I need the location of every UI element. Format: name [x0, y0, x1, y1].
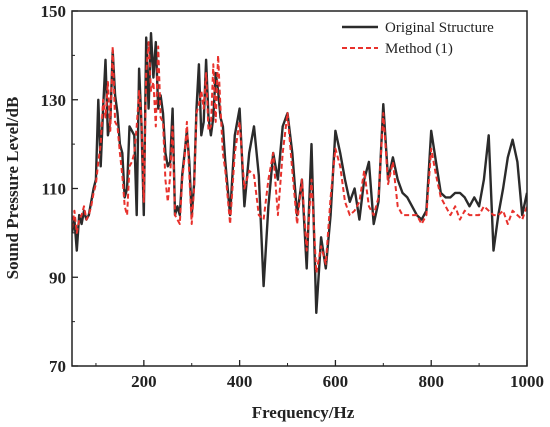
- plot-area: [72, 32, 527, 314]
- x-tick-label: 200: [131, 372, 157, 391]
- x-tick-label: 600: [323, 372, 349, 391]
- legend-label-2: Method (1): [385, 41, 453, 57]
- series-line-2: [72, 41, 527, 274]
- y-tick-label: 130: [41, 91, 67, 110]
- axis-labels: Frequency/Hz Sound Pressure Level/dB: [3, 97, 355, 422]
- y-axis-title: Sound Pressure Level/dB: [3, 97, 22, 280]
- x-tick-label: 1000: [510, 372, 544, 391]
- axis-ticks: 200 400 600 800 1000 70 90 110 130 150: [41, 2, 545, 391]
- series-line-1: [72, 32, 527, 314]
- legend-label-1: Original Structure: [385, 20, 494, 36]
- y-tick-label: 90: [49, 268, 66, 287]
- y-tick-label: 110: [41, 180, 66, 199]
- x-axis-title: Frequency/Hz: [252, 403, 355, 422]
- x-tick-label: 400: [227, 372, 253, 391]
- legend: Original Structure Method (1): [342, 20, 494, 57]
- x-tick-label: 800: [418, 372, 444, 391]
- y-tick-label: 70: [49, 357, 66, 376]
- y-tick-label: 150: [41, 2, 67, 21]
